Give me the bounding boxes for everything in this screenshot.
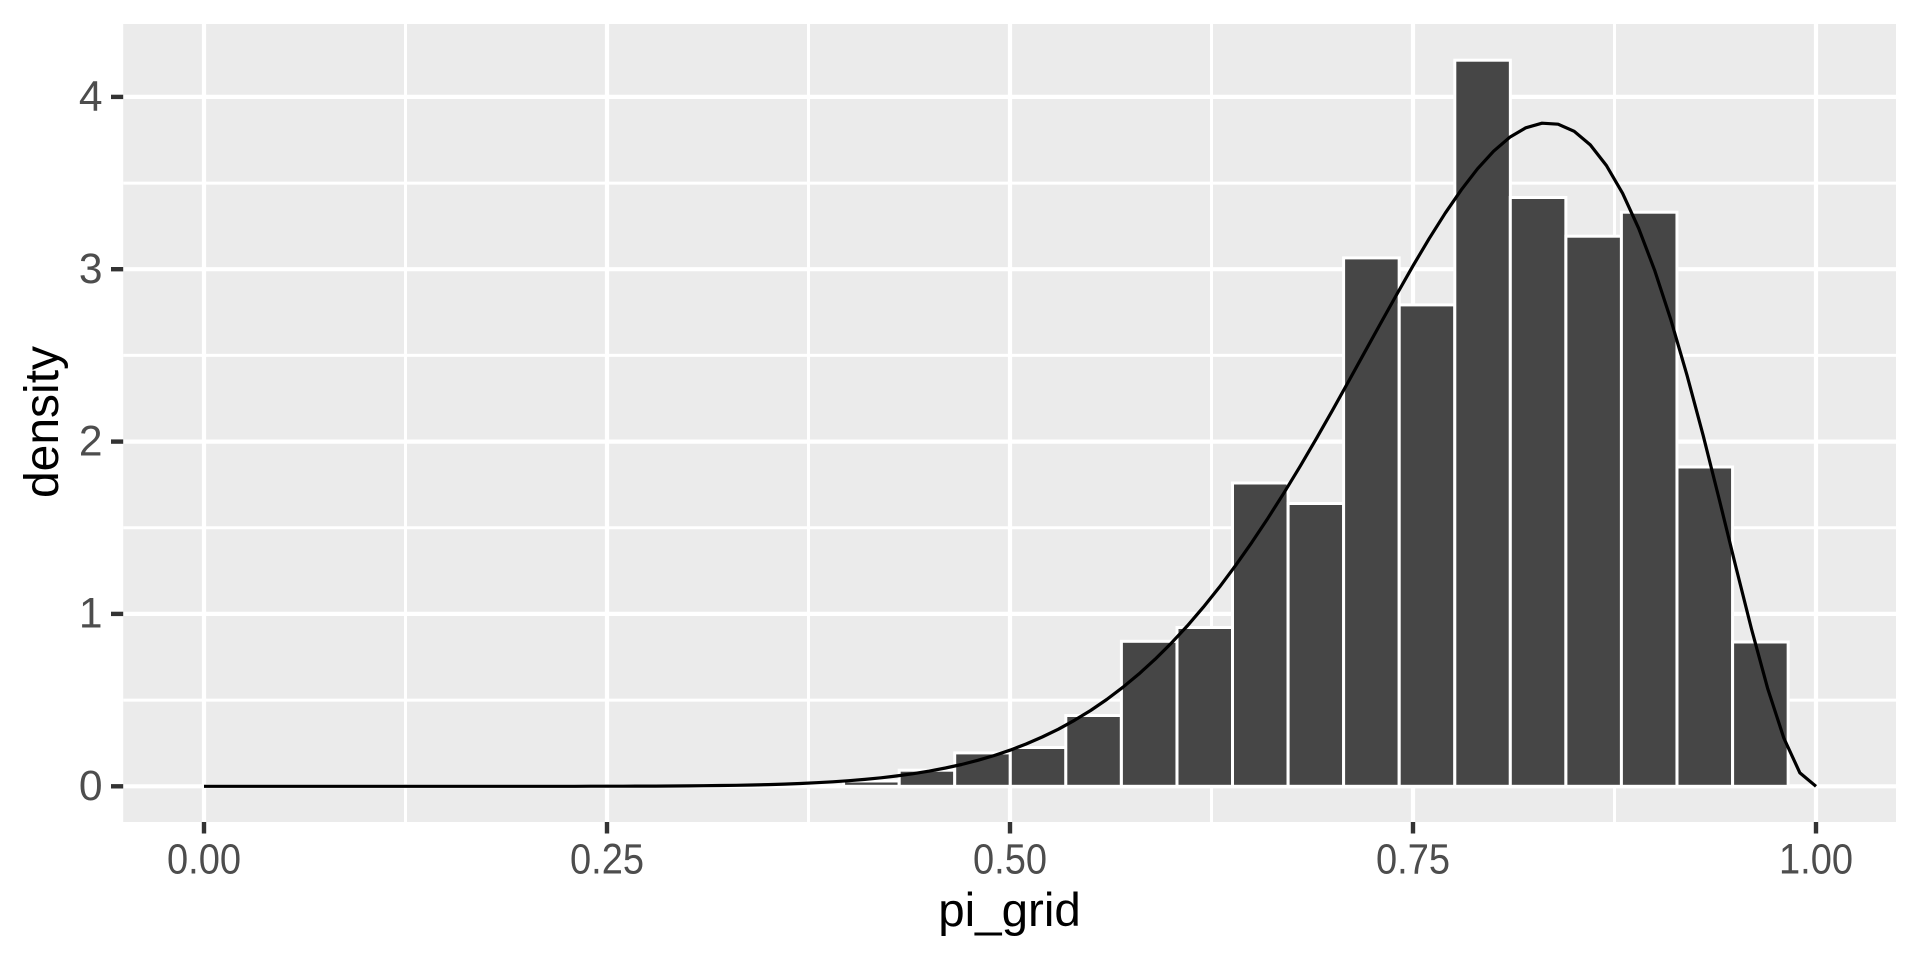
svg-text:4: 4 [79, 74, 103, 121]
svg-text:1: 1 [79, 591, 103, 638]
svg-text:0.25: 0.25 [570, 837, 644, 884]
svg-text:1.00: 1.00 [1779, 837, 1853, 884]
svg-text:0.00: 0.00 [167, 837, 241, 884]
svg-text:2: 2 [79, 418, 103, 465]
svg-text:0.75: 0.75 [1376, 837, 1450, 884]
svg-text:pi_grid: pi_grid [938, 884, 1081, 937]
svg-text:0: 0 [79, 763, 103, 810]
svg-text:density: density [16, 346, 69, 498]
svg-text:3: 3 [79, 246, 103, 293]
svg-text:0.50: 0.50 [973, 837, 1047, 884]
